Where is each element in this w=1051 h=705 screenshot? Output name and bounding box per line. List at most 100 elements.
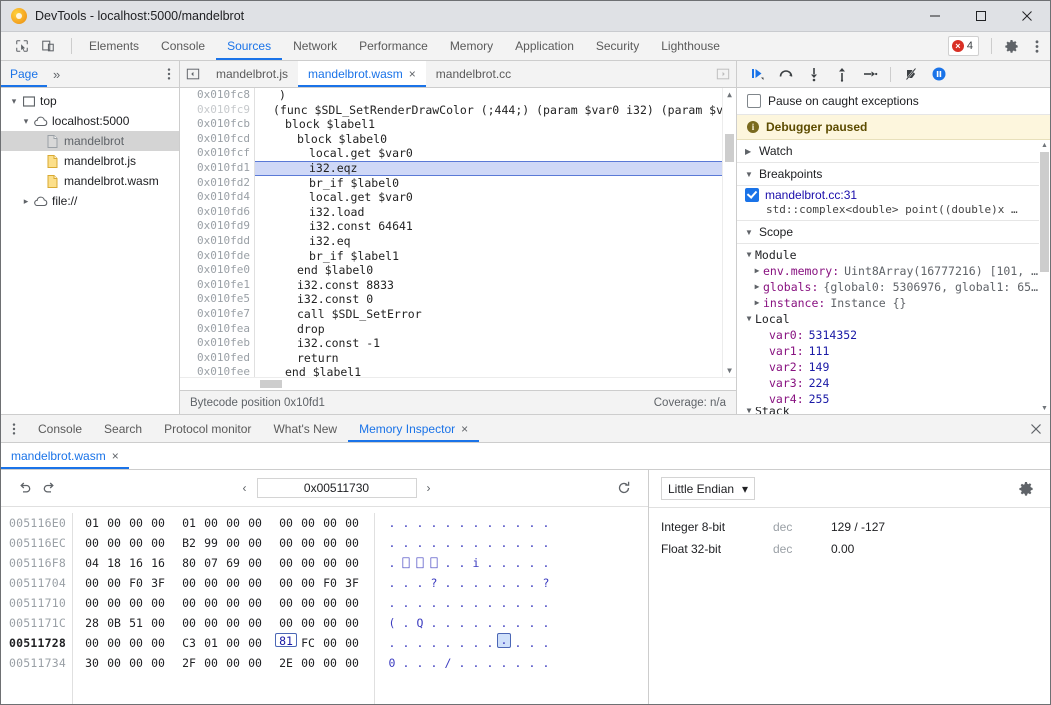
pause-circle-icon[interactable]	[926, 62, 952, 86]
ascii-char[interactable]: .	[458, 576, 466, 590]
hex-byte[interactable]: 00	[107, 596, 121, 610]
ascii-char[interactable]: .	[416, 516, 424, 530]
ascii-char[interactable]: .	[528, 636, 536, 650]
ascii-char[interactable]: .	[402, 516, 410, 530]
scope-group-stack[interactable]: ▼ Stack	[743, 407, 1050, 414]
ascii-char[interactable]: .	[388, 516, 396, 530]
resume-button[interactable]	[745, 62, 771, 86]
chevron-double-right-icon[interactable]: »	[53, 66, 61, 82]
hex-byte[interactable]: 16	[151, 556, 165, 570]
close-icon[interactable]: ×	[461, 421, 469, 436]
hex-byte[interactable]: 16	[129, 556, 143, 570]
hex-byte[interactable]: 00	[85, 636, 99, 650]
ascii-char[interactable]: .	[514, 516, 522, 530]
hex-byte[interactable]: 3F	[151, 576, 165, 590]
chevron-down-icon[interactable]: ▼	[745, 227, 753, 237]
drawer-tab-whats-new[interactable]: What's New	[262, 415, 348, 442]
ascii-char[interactable]: ⎕	[416, 556, 424, 570]
hex-byte[interactable]: 00	[248, 516, 262, 530]
ascii-char[interactable]: .	[444, 516, 452, 530]
ascii-char[interactable]: .	[514, 636, 522, 650]
kebab-menu-icon[interactable]	[159, 61, 179, 87]
hex-byte[interactable]: 00	[323, 516, 337, 530]
tab-list-icon[interactable]	[180, 61, 206, 87]
ascii-char[interactable]: .	[388, 536, 396, 550]
hex-byte[interactable]: 00	[345, 516, 359, 530]
hex-byte-columns[interactable]: 01 00 00 00 01 00 00 00 00 00 00 00 00 00 00 00 B2 99 00 00…	[72, 513, 372, 704]
refresh-icon[interactable]	[612, 476, 636, 500]
hex-byte[interactable]: 30	[85, 656, 99, 670]
hex-byte[interactable]: 00	[182, 596, 196, 610]
ascii-char[interactable]: 0	[388, 656, 396, 670]
ascii-char[interactable]: .	[486, 516, 494, 530]
ascii-char[interactable]: .	[430, 616, 438, 630]
tab-console[interactable]: Console	[150, 32, 216, 60]
breakpoint-location[interactable]: mandelbrot.cc:31	[765, 188, 858, 202]
tab-memory[interactable]: Memory	[439, 32, 504, 60]
ascii-char[interactable]: .	[542, 656, 550, 670]
twisty-icon[interactable]: ▾	[11, 95, 17, 106]
ascii-char[interactable]: .	[500, 516, 508, 530]
hex-byte[interactable]: 00	[345, 656, 359, 670]
hex-byte[interactable]: 00	[85, 536, 99, 550]
ascii-char[interactable]: .	[486, 596, 494, 610]
ascii-char[interactable]: .	[444, 536, 452, 550]
ascii-char[interactable]: ⎕	[430, 556, 438, 570]
hex-byte[interactable]: 00	[323, 556, 337, 570]
hex-byte[interactable]: B2	[182, 536, 196, 550]
hex-byte[interactable]: 00	[279, 596, 293, 610]
chevron-right-icon[interactable]: ▶	[754, 298, 760, 307]
scope-group-module[interactable]: ▼ Module	[743, 247, 1050, 263]
ascii-row[interactable]: ............	[385, 533, 553, 553]
minimize-icon[interactable]	[912, 1, 958, 31]
ascii-char[interactable]: .	[388, 556, 396, 570]
scroll-up-icon[interactable]: ▲	[1041, 142, 1048, 149]
hex-byte[interactable]: 00	[226, 636, 240, 650]
hex-byte-selected[interactable]: 81	[275, 633, 297, 648]
editor-vertical-scrollbar[interactable]: ▲ ▼	[722, 88, 736, 377]
hex-byte[interactable]: 00	[248, 656, 262, 670]
chevron-right-icon[interactable]: ▶	[754, 266, 760, 275]
hex-byte[interactable]: 00	[248, 616, 262, 630]
hex-byte[interactable]: 00	[151, 616, 165, 630]
chevron-down-icon[interactable]: ▼	[745, 169, 753, 179]
scope-row-var0[interactable]: var0: 5314352	[743, 327, 1050, 343]
ascii-char[interactable]: ⎕	[402, 556, 410, 570]
kebab-menu-icon[interactable]	[1, 415, 27, 442]
ascii-char[interactable]: .	[514, 576, 522, 590]
ascii-char[interactable]: .	[486, 616, 494, 630]
ascii-row[interactable]: 0... /.......	[385, 653, 553, 673]
hex-byte[interactable]: 51	[129, 616, 143, 630]
ascii-char[interactable]: .	[458, 616, 466, 630]
hex-byte[interactable]: 00	[226, 616, 240, 630]
ascii-char[interactable]: .	[528, 536, 536, 550]
ascii-char[interactable]: .	[388, 636, 396, 650]
ascii-char[interactable]: .	[500, 536, 508, 550]
ascii-char[interactable]: .	[444, 556, 452, 570]
ascii-char[interactable]: i	[472, 556, 480, 570]
ascii-char[interactable]: .	[416, 596, 424, 610]
hex-byte[interactable]: 00	[151, 596, 165, 610]
debugger-scrollbar[interactable]: ▲ ▼	[1039, 140, 1050, 414]
next-page-button[interactable]: ›	[426, 481, 431, 495]
close-icon[interactable]: ×	[111, 449, 119, 463]
hex-byte[interactable]: 00	[301, 556, 315, 570]
hex-byte[interactable]: C3	[182, 636, 196, 650]
hex-byte[interactable]: 00	[279, 516, 293, 530]
hex-row[interactable]: 00 00 F0 3F 00 00 00 00 00 00 F0 3F	[81, 573, 372, 593]
error-count-badge[interactable]: × 4	[947, 36, 979, 56]
hex-byte[interactable]: F0	[323, 576, 337, 590]
hex-byte[interactable]: 00	[301, 616, 315, 630]
maximize-icon[interactable]	[958, 1, 1004, 31]
hex-byte[interactable]: 00	[204, 516, 218, 530]
hex-row[interactable]: 28 0B 51 00 00 00 00 00 00 00 00 00	[81, 613, 372, 633]
hex-byte[interactable]: 2E	[279, 656, 293, 670]
hex-byte[interactable]: 00	[85, 576, 99, 590]
tree-item-mandelbrot[interactable]: mandelbrot	[1, 131, 179, 151]
scope-row-globals[interactable]: ▶ globals: {global0: 5306976, global1: 6…	[743, 279, 1050, 295]
ascii-char[interactable]: .	[486, 556, 494, 570]
hex-row[interactable]: 00 00 00 00 C3 01 00 00 81 FC 00 00	[81, 633, 372, 653]
hex-byte[interactable]: 00	[345, 596, 359, 610]
ascii-char[interactable]: .	[500, 596, 508, 610]
editor-tab-mandelbrot-js[interactable]: mandelbrot.js	[206, 61, 298, 87]
